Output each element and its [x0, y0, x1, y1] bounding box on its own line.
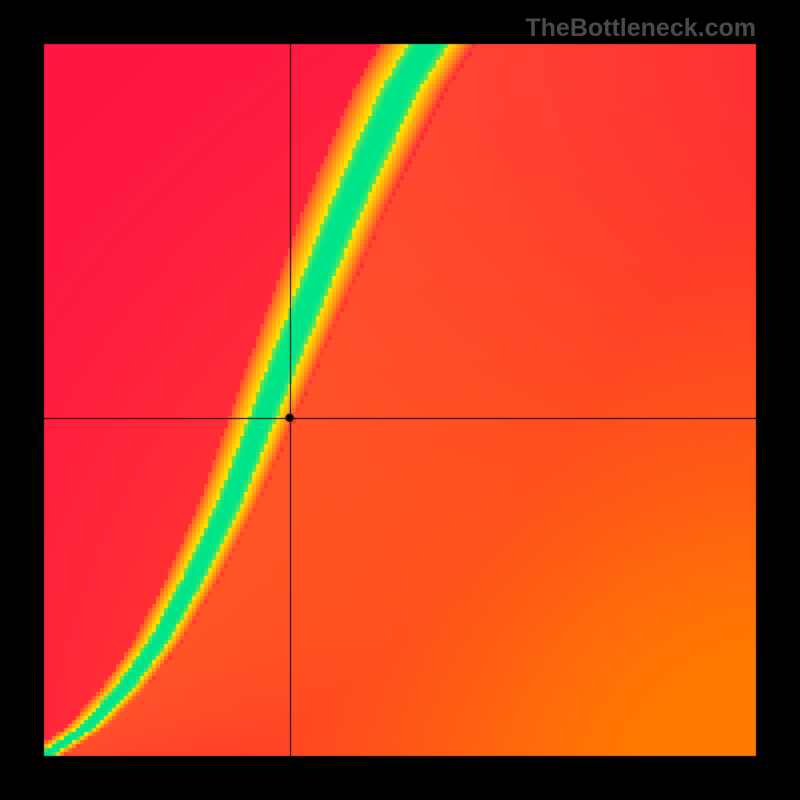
chart-container: TheBottleneck.com: [0, 0, 800, 800]
heatmap-canvas: [0, 0, 800, 800]
watermark-text: TheBottleneck.com: [525, 14, 756, 43]
